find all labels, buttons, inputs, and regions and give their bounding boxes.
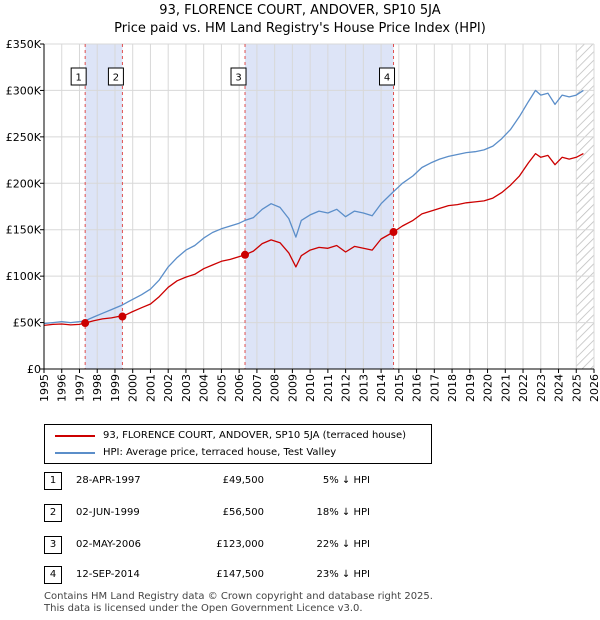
price-paid-line: [43, 152, 584, 327]
future-hatch: [576, 44, 594, 369]
sale-marker: [81, 319, 90, 328]
legend-swatch-price: [55, 435, 95, 437]
sale-label-number: 1: [75, 73, 81, 84]
x-tick-label: 2001: [144, 374, 157, 402]
sale-price: £56,500: [222, 507, 264, 518]
y-tick-label: £150K: [6, 224, 42, 237]
x-tick-label: 2004: [198, 374, 211, 402]
footer-copyright: Contains HM Land Registry data © Crown c…: [44, 591, 433, 602]
sale-number-badge: 3: [44, 536, 62, 554]
x-tick-label: 2013: [357, 374, 370, 402]
y-tick-label: £100K: [6, 270, 42, 283]
x-tick-label: 1997: [73, 374, 86, 402]
y-tick-label: £0: [27, 363, 41, 376]
chart-title: 93, FLORENCE COURT, ANDOVER, SP10 5JA: [159, 3, 441, 18]
sale-hpi-diff: 22% ↓ HPI: [316, 539, 370, 550]
sale-marker: [241, 250, 250, 259]
y-tick-label: £200K: [6, 177, 42, 190]
x-tick-label: 2016: [411, 374, 424, 402]
x-tick-label: 2020: [482, 374, 495, 402]
sale-date: 28-APR-1997: [76, 475, 141, 486]
y-tick-label: £50K: [13, 317, 42, 330]
sale-label-box: [379, 67, 396, 86]
x-tick-label: 2003: [180, 374, 193, 402]
x-tick-label: 2015: [393, 374, 406, 402]
x-tick-label: 2000: [127, 374, 140, 402]
legend-swatch-hpi: [55, 452, 95, 454]
sale-number-badge: 1: [44, 472, 62, 490]
sale-label-box: [70, 67, 87, 86]
x-tick-label: 2005: [215, 374, 228, 402]
x-tick-label: 1999: [109, 374, 122, 402]
x-tick-label: 2002: [162, 374, 175, 402]
shaded-range: [85, 44, 123, 369]
chart-subtitle: Price paid vs. HM Land Registry's House …: [114, 21, 486, 36]
x-tick-label: 1996: [56, 374, 69, 402]
chart-legend: 93, FLORENCE COURT, ANDOVER, SP10 5JA (t…: [44, 424, 432, 464]
x-tick-label: 2019: [464, 374, 477, 402]
sale-price: £49,500: [222, 475, 264, 486]
sale-price: £147,500: [216, 569, 264, 580]
x-tick-label: 1995: [38, 374, 51, 402]
sale-hpi-diff: 23% ↓ HPI: [316, 569, 370, 580]
sale-row: 3 02-MAY-2006 £123,000 22% ↓ HPI: [44, 536, 444, 556]
sale-hpi-diff: 18% ↓ HPI: [316, 507, 370, 518]
price-chart: 1 2 3 4 £0 £50K £100K £150K £200K £250K £300K £350…: [6, 38, 600, 402]
x-tick-label: 2023: [535, 374, 548, 402]
shaded-range: [245, 44, 394, 369]
sale-label-box: [107, 67, 124, 86]
x-tick-label: 2006: [233, 374, 246, 402]
sale-row: 2 02-JUN-1999 £56,500 18% ↓ HPI: [44, 504, 444, 524]
sale-date: 02-JUN-1999: [76, 507, 140, 518]
x-tick-label: 2012: [340, 374, 353, 402]
x-tick-label: 2009: [286, 374, 299, 402]
sale-marker: [389, 228, 398, 237]
sale-label-number: 4: [384, 73, 390, 84]
x-tick-label: 2018: [446, 374, 459, 402]
x-tick-label: 2026: [588, 374, 600, 402]
y-tick-label: £250K: [6, 131, 42, 144]
x-tick-label: 2022: [517, 374, 530, 402]
sale-number-badge: 4: [44, 566, 62, 584]
hpi-line: [43, 89, 584, 325]
x-tick-label: 2024: [553, 374, 566, 402]
footer-licence: This data is licensed under the Open Gov…: [44, 603, 363, 614]
sale-date: 02-MAY-2006: [76, 539, 142, 550]
sale-label-box: [230, 67, 247, 86]
sale-row: 1 28-APR-1997 £49,500 5% ↓ HPI: [44, 472, 444, 492]
y-tick-label: £300K: [6, 84, 42, 97]
sale-date: 12-SEP-2014: [76, 569, 140, 580]
x-tick-label: 2007: [251, 374, 264, 402]
sale-hpi-diff: 5% ↓ HPI: [322, 475, 370, 486]
sale-marker: [118, 312, 127, 321]
sale-number-badge: 2: [44, 504, 62, 522]
x-tick-label: 2011: [322, 374, 335, 402]
legend-label-hpi: HPI: Average price, terraced house, Test…: [103, 447, 337, 458]
sale-label-number: 3: [235, 73, 241, 84]
x-tick-label: 2008: [269, 374, 282, 402]
x-tick-label: 2010: [304, 374, 317, 402]
sale-price: £123,000: [216, 539, 264, 550]
x-tick-label: 2017: [428, 374, 441, 402]
x-tick-label: 2021: [499, 374, 512, 402]
sale-row: 4 12-SEP-2014 £147,500 23% ↓ HPI: [44, 566, 444, 586]
y-tick-label: £350K: [6, 38, 42, 51]
x-tick-label: 2025: [570, 374, 583, 402]
x-tick-label: 1998: [91, 374, 104, 402]
sale-label-number: 2: [113, 73, 119, 84]
legend-label-price: 93, FLORENCE COURT, ANDOVER, SP10 5JA (t…: [103, 430, 407, 441]
x-tick-label: 2014: [375, 374, 388, 402]
